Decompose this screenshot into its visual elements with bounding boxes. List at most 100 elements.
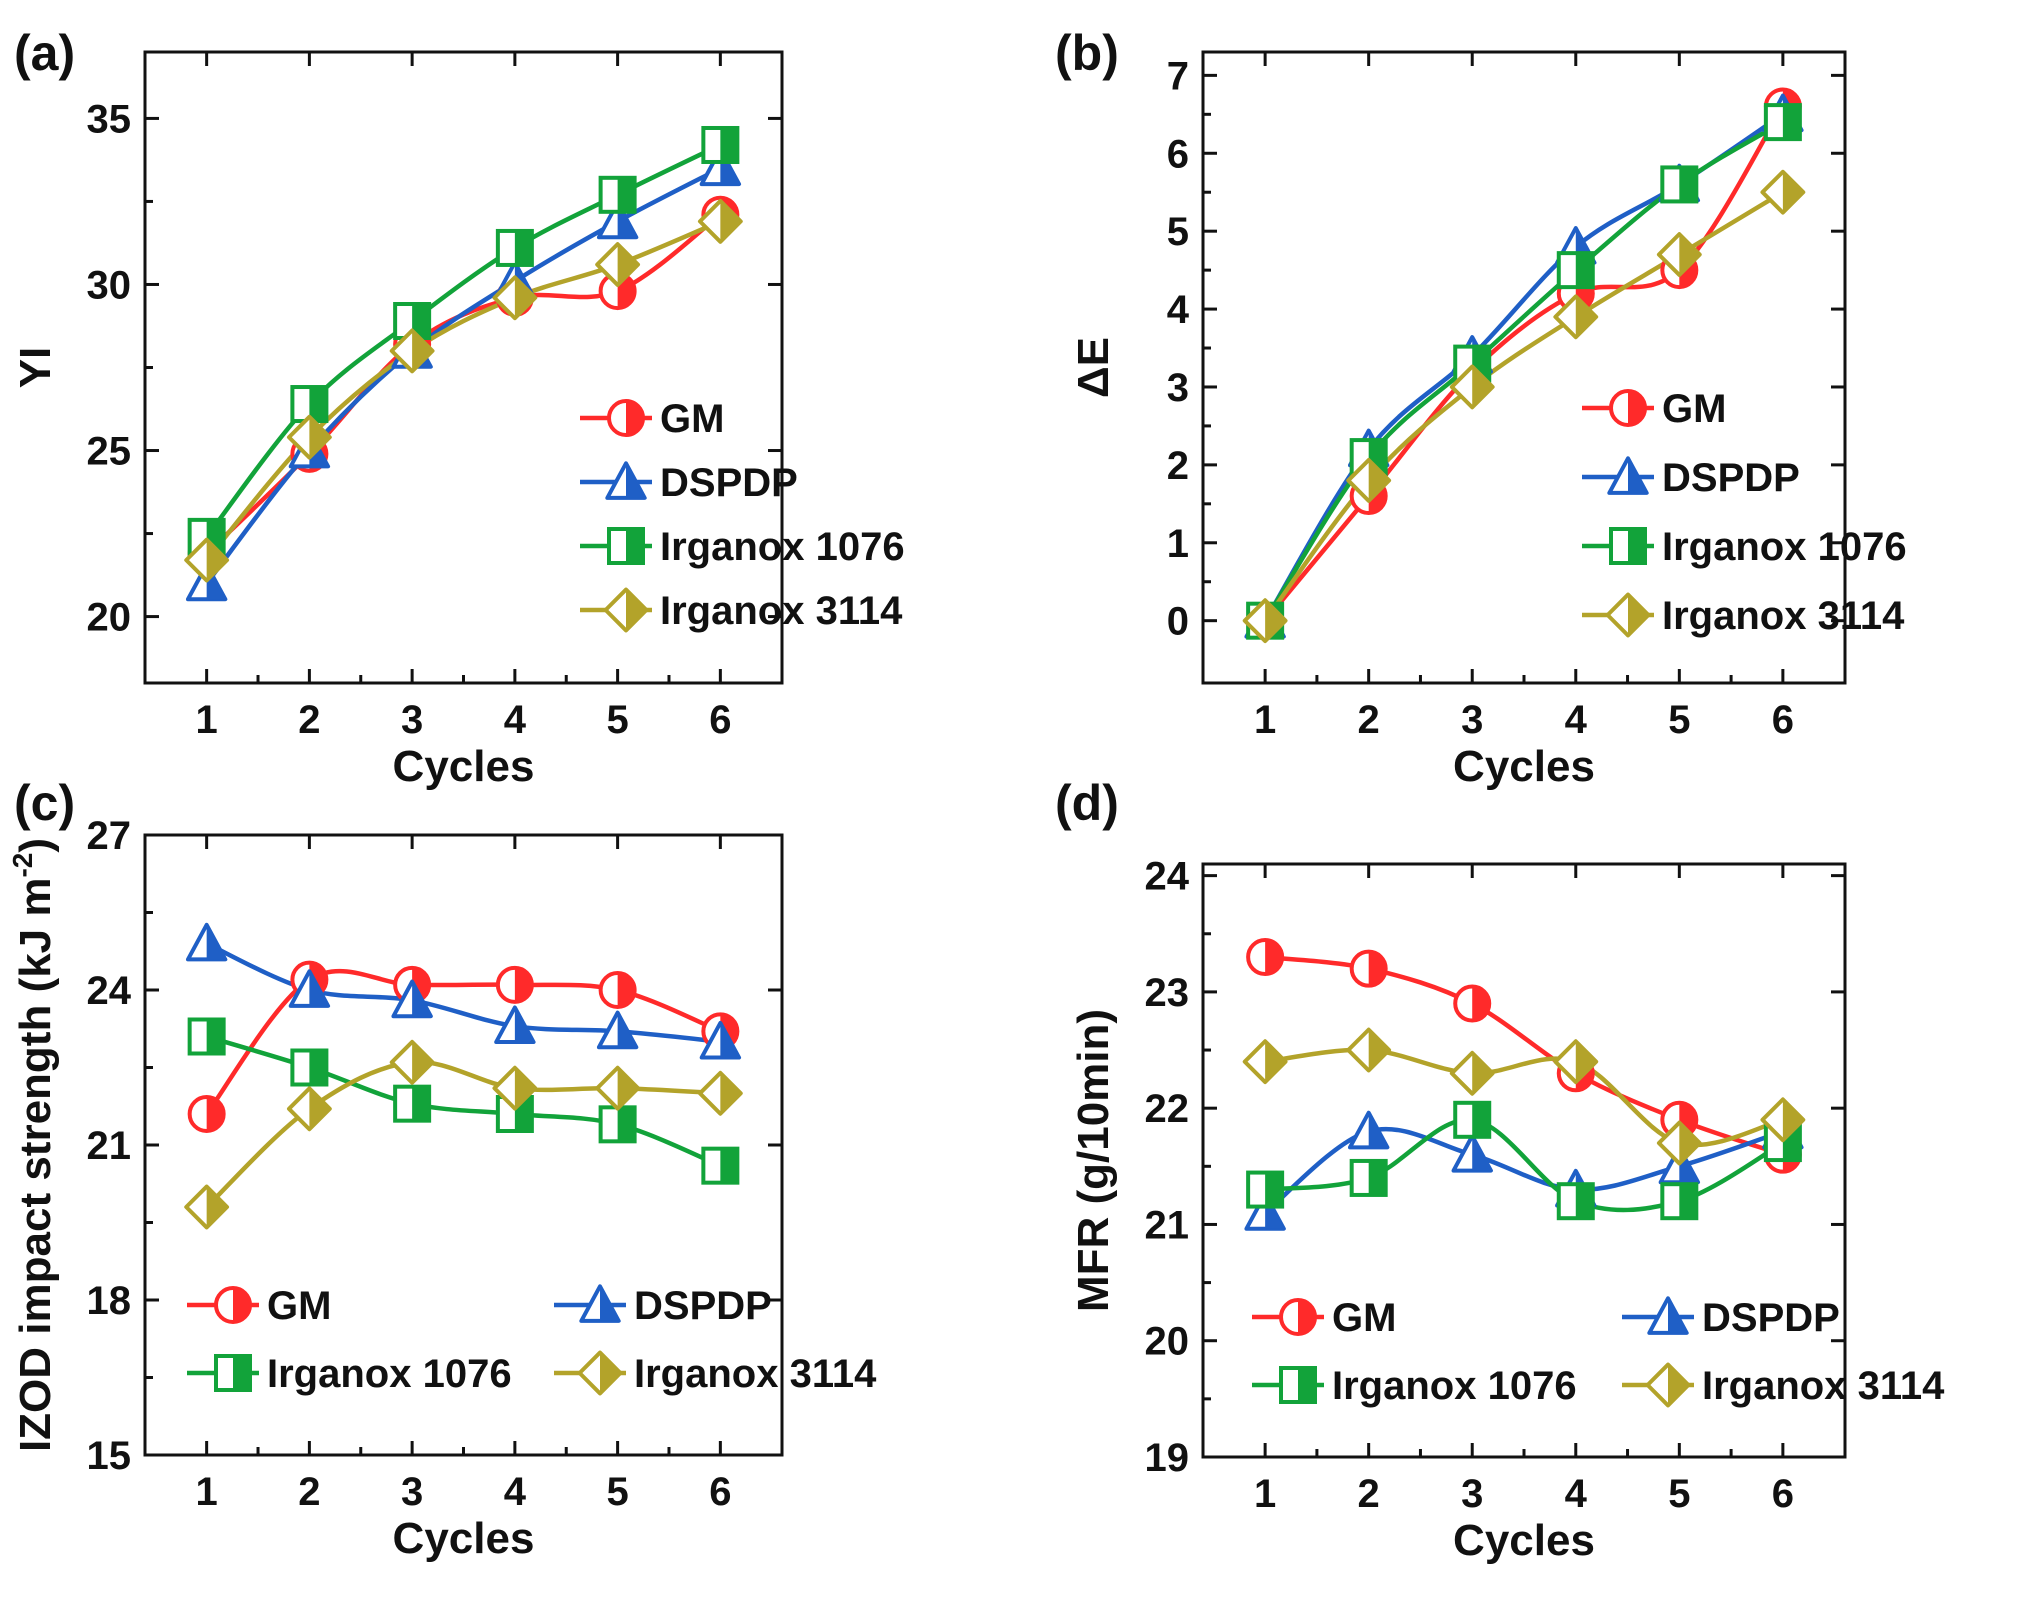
panel-c-series-dspdp-point xyxy=(596,1010,639,1050)
panel-a-xtick-label: 1 xyxy=(196,698,218,742)
panel-c-legend-dspdp-marker-fill xyxy=(600,1286,619,1321)
panel-c-series-irganox-1076-line xyxy=(204,1034,723,1168)
panel-d-ytick-label: 23 xyxy=(1145,971,1190,1015)
panel-c-series-gm-point xyxy=(598,971,637,1009)
panel-c-series-irganox-3114-point-fill xyxy=(412,1041,433,1083)
panel-a-legend-dspdp-label: DSPDP xyxy=(660,461,798,505)
panel-b-ytick-label: 7 xyxy=(1167,54,1189,98)
panel-c-series-irganox-3114-point-fill xyxy=(206,1186,228,1228)
panel-a-xtick-label: 5 xyxy=(606,698,628,742)
panel-d-legend-irganox-3114-label: Irganox 3114 xyxy=(1702,1364,1945,1408)
panel-c-ytick-label: 21 xyxy=(87,1124,132,1168)
panel-c-legend-irganox-1076-marker-fill xyxy=(233,1356,250,1390)
panel-c-series-irganox-1076-point xyxy=(598,1105,637,1144)
panel-c-series-gm-point-fill xyxy=(514,967,532,1002)
panel-b-xtick-label: 4 xyxy=(1565,698,1588,742)
panel-c-series-irganox-3114-point-fill xyxy=(514,1067,536,1109)
panel-c-legend-gm-marker-fill xyxy=(233,1288,250,1322)
panel-b-legend-irganox-1076-marker xyxy=(1609,527,1647,565)
panel-d-legend-dspdp-label: DSPDP xyxy=(1702,1296,1840,1340)
panel-a-series-dspdp-point xyxy=(699,147,742,187)
panel-c-legend-gm-marker xyxy=(214,1286,252,1324)
panel-d-series-gm-point xyxy=(1349,949,1388,988)
panel-b-series-irganox-1076-point xyxy=(1556,251,1595,290)
panel-c-series-dspdp-line xyxy=(204,941,723,1044)
panel-a-series-irganox-3114-point xyxy=(389,328,435,374)
panel-a-legend-gm-label: GM xyxy=(660,397,724,441)
panel-a-series-irganox-3114-point xyxy=(697,198,743,244)
panel-c-series-irganox-1076-point xyxy=(393,1084,432,1123)
panel-c-series-gm-point xyxy=(187,1095,226,1133)
panel-c: (c) 1 2 3 4 5 6 15 18 21 24 27 Cycles IZOD impact str… xyxy=(7,775,877,1563)
panel-a-series-irganox-1076-point-fill xyxy=(514,230,532,265)
panel-a-legend-dspdp-marker xyxy=(605,461,647,500)
panel-b-ylabel: ΔE xyxy=(1069,337,1118,398)
panel-c-series-gm-point xyxy=(495,965,534,1004)
panel-a-series-irganox-3114-point-fill xyxy=(206,539,228,581)
panel-c-series-irganox-1076-point-fill xyxy=(412,1086,430,1121)
panel-c-legend-gm-label: GM xyxy=(267,1284,331,1328)
panel-a-series-irganox-3114-point xyxy=(184,537,230,583)
panel-a-xtick-label: 3 xyxy=(401,698,423,742)
panel-c-ytick-label: 18 xyxy=(87,1279,132,1323)
panel-d-legend: GM DSPDP Irganox 1076 Irganox 3114 xyxy=(1252,1296,1945,1408)
panel-b-frame xyxy=(1201,50,1847,685)
panel-d-series-irganox-1076-point xyxy=(1556,1182,1595,1221)
panel-a-series-irganox-3114-point-fill xyxy=(617,244,639,285)
panel-d-series-gm-point-fill xyxy=(1265,940,1283,975)
panel-b-legend-gm-marker-fill xyxy=(1628,391,1645,425)
panel-d-ytick-label: 19 xyxy=(1145,1436,1190,1480)
panel-a: (a) 1 2 3 4 5 6 20 25 30 35 Cycles YI GM DSPDP Irganox … xyxy=(11,25,905,791)
panel-a-xlabel: Cycles xyxy=(393,742,535,791)
panel-c-series-irganox-3114-point-fill xyxy=(720,1072,741,1114)
panel-c-ytick-label: 15 xyxy=(87,1434,132,1478)
panel-b-legend-irganox-1076-marker-fill xyxy=(1628,529,1645,563)
panel-b-series-irganox-1076-point-fill xyxy=(1679,167,1697,202)
panel-d-series-irganox-3114-point xyxy=(1656,1120,1702,1166)
panel-c-legend-irganox-3114-label: Irganox 3114 xyxy=(634,1352,877,1396)
panel-a-ytick-label: 35 xyxy=(87,97,132,141)
panel-b-series-irganox-3114-point-fill xyxy=(1679,234,1700,275)
panel-b-xtick-label: 6 xyxy=(1772,698,1794,742)
panel-c-series-dspdp-point-fill xyxy=(412,981,431,1017)
panel-d-ylabel: MFR (g/10min) xyxy=(1069,1009,1118,1312)
panel-d-series-irganox-1076-point-fill xyxy=(1679,1184,1697,1219)
panel-a-ylabel: YI xyxy=(11,347,60,389)
panel-b-legend-irganox-1076-label: Irganox 1076 xyxy=(1662,525,1907,569)
panel-a-series-irganox-1076-point xyxy=(701,125,740,164)
panel-a-series-irganox-1076-point xyxy=(393,302,432,341)
panel-d-series-irganox-3114-point xyxy=(1346,1027,1392,1073)
panel-a-series-irganox-3114-point xyxy=(595,242,641,287)
panel-d-series-irganox-3114-point-fill xyxy=(1368,1029,1390,1071)
panel-d-legend-irganox-1076-marker xyxy=(1279,1366,1317,1404)
panel-b-series-irganox-3114-point xyxy=(1656,232,1702,277)
panel-d-series-irganox-1076-point-fill xyxy=(1472,1102,1490,1137)
panel-a-series-gm-line xyxy=(204,212,723,556)
panel-c-xtick-label: 6 xyxy=(709,1470,731,1514)
panel-d-series-gm-point xyxy=(1453,984,1492,1023)
panel-b-legend-irganox-3114-label: Irganox 3114 xyxy=(1662,594,1905,638)
panel-d-series-gm-line xyxy=(1262,954,1786,1157)
panel-c-series-dspdp-point xyxy=(185,922,228,962)
panel-c-legend-irganox-1076-marker xyxy=(214,1354,252,1392)
panel-c-series-dspdp-point xyxy=(699,1020,742,1060)
panel-a-label: (a) xyxy=(14,25,75,81)
panel-c-series-irganox-1076-point xyxy=(701,1146,740,1185)
panel-c-series-irganox-3114-point-fill xyxy=(617,1067,639,1109)
panel-b-legend-irganox-3114-marker xyxy=(1605,592,1651,638)
panel-b-ytick-label: 3 xyxy=(1167,366,1189,410)
panel-d-xtick-label: 4 xyxy=(1565,1472,1588,1516)
panel-a-series-irganox-1076-point-fill xyxy=(617,177,635,212)
panel-b-legend-dspdp-marker-fill xyxy=(1628,458,1647,493)
panel-c-series-irganox-3114-point xyxy=(286,1086,332,1132)
panel-d-xtick-label: 5 xyxy=(1668,1472,1690,1516)
panel-b-ytick-label: 2 xyxy=(1167,444,1189,488)
panel-d-series-irganox-3114-point-fill xyxy=(1782,1099,1804,1141)
panel-b-series-irganox-1076-point-fill xyxy=(1782,105,1800,140)
panel-d-legend-gm-label: GM xyxy=(1332,1296,1396,1340)
panel-a-legend-irganox-1076-marker-fill xyxy=(626,529,643,563)
panel-b-series-irganox-3114-point-fill xyxy=(1782,171,1804,213)
panel-a-legend-irganox-1076-marker xyxy=(607,527,645,565)
panel-b-legend-dspdp-label: DSPDP xyxy=(1662,456,1800,500)
